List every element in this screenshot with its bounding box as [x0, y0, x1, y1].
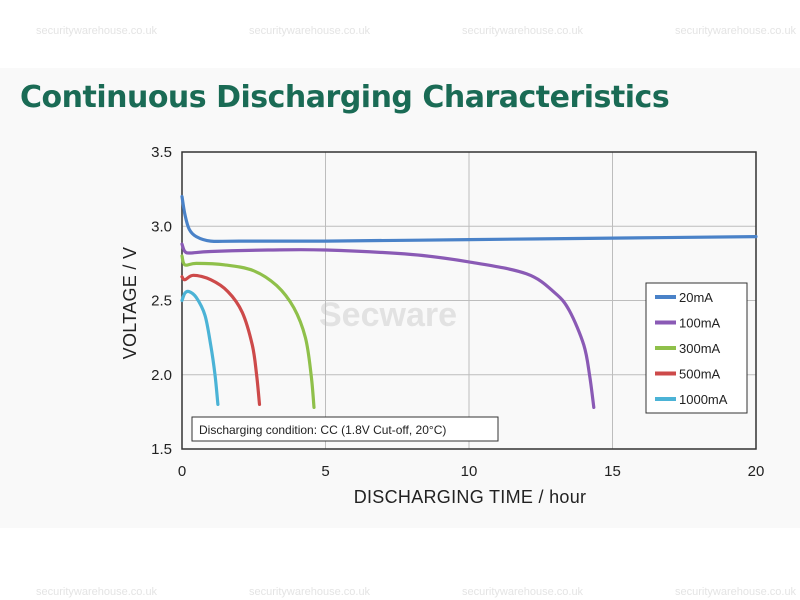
- y-tick-label: 3.0: [151, 218, 172, 235]
- watermark-top-3: securitywarehouse.co.uk: [462, 25, 584, 37]
- watermark-bottom-3: securitywarehouse.co.uk: [462, 586, 584, 598]
- series-line-100mA: [180, 242, 596, 409]
- watermark-bottom-1: securitywarehouse.co.uk: [36, 586, 158, 598]
- series-lines: [180, 194, 758, 409]
- watermark-top-1: securitywarehouse.co.uk: [36, 25, 158, 37]
- x-axis-title: DISCHARGING TIME / hour: [354, 487, 587, 507]
- series-line-500mA: [180, 273, 262, 406]
- series-line-300mA: [180, 254, 316, 409]
- x-tick-label: 15: [604, 463, 621, 480]
- tick-labels: 0 5 10 15 20 1.5 2.0 2.5 3.0 3.5: [151, 144, 764, 480]
- legend: 20mA 100mA 300mA 500mA 1000mA: [645, 282, 748, 414]
- series-line-1000mA: [180, 289, 220, 406]
- series-line-20mA: [180, 194, 758, 244]
- y-axis-title: VOLTAGE / V: [120, 247, 140, 360]
- condition-note: Discharging condition: CC (1.8V Cut-off,…: [191, 416, 499, 442]
- legend-label-500mA: 500mA: [679, 367, 721, 382]
- watermark-top-2: securitywarehouse.co.uk: [249, 25, 371, 37]
- legend-label-100mA: 100mA: [679, 316, 721, 331]
- x-tick-label: 20: [748, 463, 765, 480]
- legend-label-300mA: 300mA: [679, 341, 721, 356]
- watermark-top-4: securitywarehouse.co.uk: [675, 25, 797, 37]
- x-tick-label: 10: [461, 463, 478, 480]
- watermark-center: Secware: [319, 296, 457, 334]
- y-tick-label: 2.0: [151, 367, 172, 384]
- x-tick-label: 5: [321, 463, 329, 480]
- watermark-bottom-2: securitywarehouse.co.uk: [249, 586, 371, 598]
- condition-note-text: Discharging condition: CC (1.8V Cut-off,…: [199, 423, 446, 437]
- y-tick-label: 1.5: [151, 441, 172, 458]
- x-tick-label: 0: [178, 463, 186, 480]
- legend-label-20mA: 20mA: [679, 290, 713, 305]
- chart-title: Continuous Discharging Characteristics: [20, 80, 670, 115]
- condition-note-box: [191, 416, 499, 442]
- y-tick-label: 3.5: [151, 144, 172, 161]
- legend-label-1000mA: 1000mA: [679, 392, 728, 407]
- watermark-bottom-4: securitywarehouse.co.uk: [675, 586, 797, 598]
- y-tick-label: 2.5: [151, 293, 172, 310]
